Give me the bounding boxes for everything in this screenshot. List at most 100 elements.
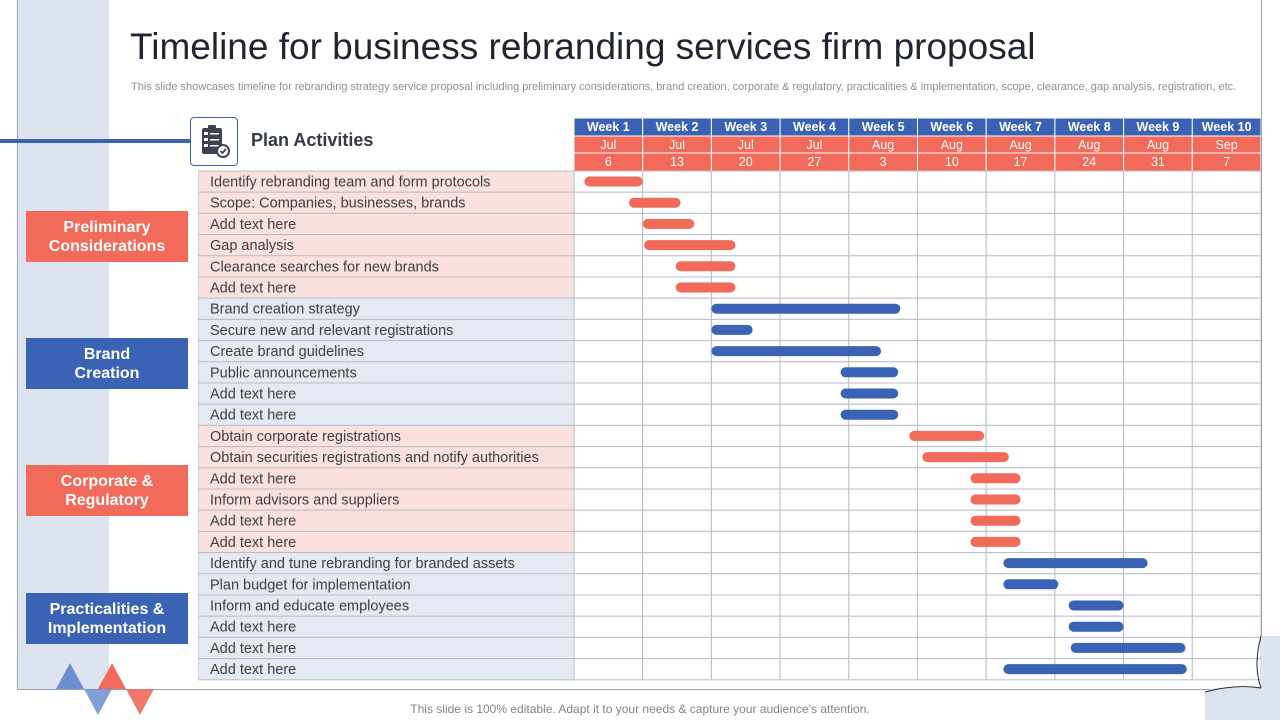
task-bar [1068,600,1124,611]
task-label: Obtain corporate registrations [210,429,401,445]
grid-cell [917,234,987,257]
grid-cell [573,276,644,299]
task-bar [922,452,1009,463]
grid-cell [1054,191,1125,214]
grid-cell [710,191,781,214]
grid-cell [1191,234,1261,257]
week-header-label: Week 2 [656,120,699,134]
week-header-label: Week 3 [724,120,767,134]
accent-line [0,139,190,143]
grid-cell [1191,446,1261,469]
grid-cell [779,573,850,596]
task-bar [1003,579,1059,590]
task-label: Identify rebranding team and form protoc… [210,175,490,191]
grid-cell [848,594,918,617]
day-label: 24 [1082,155,1096,169]
grid-cell [848,318,918,342]
grid-cell [642,573,712,596]
day-label: 17 [1014,155,1028,169]
grid-cell [573,509,644,532]
grid-cell [1123,382,1193,405]
task-bar [840,367,899,378]
grid-cell [779,234,850,257]
grid-cell [642,361,712,384]
grid-cell [917,361,987,384]
task-label: Add text here [210,281,296,297]
grid-cell [779,170,850,193]
month-label: Aug [872,138,894,152]
task-label: Obtain securities registrations and noti… [210,450,539,466]
grid-cell [779,488,850,511]
task-label: Add text here [210,217,296,233]
task-label: Inform and educate employees [210,599,409,615]
grid-cell [710,658,781,681]
day-label: 20 [739,155,753,169]
grid-cell [917,615,987,638]
task-bar [711,303,901,314]
grid-cell [917,552,987,575]
gantt-chart: Week 1 Jul 6 Week 2 Jul 13 Week 3 Jul 20 Week 4 Ju… [198,118,1261,683]
grid-cell [779,212,850,236]
grid-cell [917,658,987,681]
task-label: Add text here [210,662,296,678]
month-label: Aug [1147,138,1169,152]
grid-cell [848,658,918,681]
grid-cell [848,509,918,532]
grid-cell [710,382,781,405]
grid-cell [779,615,850,638]
grid-cell [1054,509,1125,532]
grid-cell [917,255,987,278]
grid-cell [573,361,644,384]
grid-cell [710,488,781,511]
task-bar [1003,558,1148,569]
grid-cell [1054,297,1125,320]
grid-cell [1123,424,1193,448]
task-label: Add text here [210,641,296,657]
grid-cell [1123,615,1193,638]
grid-cell [985,255,1056,278]
grid-cell [779,509,850,532]
task-bar [970,473,1021,484]
grid-cell [1054,424,1125,448]
month-label: Sep [1216,138,1238,152]
task-label: Add text here [210,408,296,424]
grid-cell [1123,234,1193,257]
grid-cell [1191,212,1261,236]
grid-cell [985,382,1056,405]
grid-cell [710,403,781,426]
footer-note: This slide is 100% editable. Adapt it to… [410,702,870,716]
grid-cell [642,530,712,554]
grid-cell [848,234,918,257]
day-label: 7 [1223,155,1230,169]
grid-cell [642,318,712,342]
grid-cell [573,530,644,554]
checklist-icon [190,117,238,166]
week-header-label: Week 8 [1068,120,1111,134]
grid-cell [917,191,987,214]
grid-cell [1191,552,1261,575]
grid-cell [642,340,712,363]
grid-cell [848,424,918,448]
frame-left-line [17,0,18,690]
decorative-triangles [56,663,154,715]
grid-cell [573,636,644,660]
grid-cell [1123,573,1193,596]
frame-right-line [1261,0,1262,640]
grid-cell [642,424,712,448]
grid-cell [779,446,850,469]
week-header-label: Week 7 [999,120,1042,134]
grid-cell [1054,234,1125,257]
grid-cell [848,467,918,490]
grid-cell [779,403,850,426]
grid-cell [1054,382,1125,405]
grid-cell [573,594,644,617]
task-label: Add text here [210,471,296,487]
grid-cell [1123,509,1193,532]
grid-cell [1054,467,1125,490]
grid-cell [573,340,644,363]
grid-cell [573,446,644,469]
category-preliminary-considerations: Preliminary Considerations [26,211,188,262]
week-header-label: Week 9 [1137,120,1180,134]
grid-cell [1123,276,1193,299]
day-label: 6 [605,155,612,169]
